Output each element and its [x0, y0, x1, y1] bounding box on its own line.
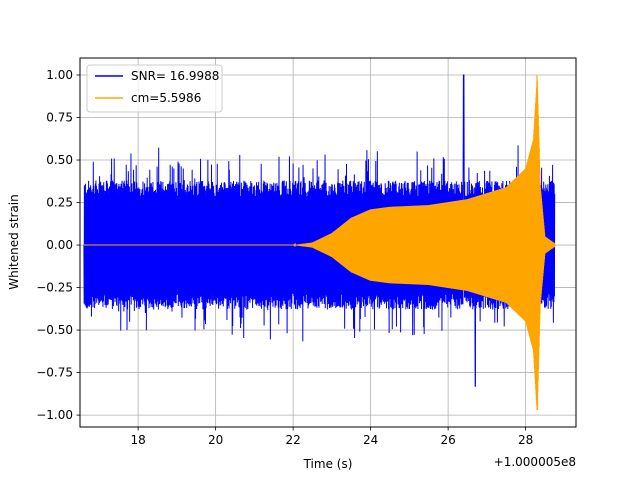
x-axis-label: Time (s) [303, 457, 353, 471]
y-tick-label: 1.00 [46, 68, 73, 82]
y-tick-label: 0.75 [46, 111, 73, 125]
plot-area [83, 74, 556, 411]
x-tick-label: 20 [208, 433, 223, 447]
y-tick-label: −1.00 [36, 408, 73, 422]
x-offset-label: +1.000005e8 [494, 455, 576, 469]
legend: SNR= 16.9988 cm=5.5986 [86, 64, 223, 113]
series-line-cm [83, 74, 556, 411]
y-tick-label: −0.25 [36, 281, 73, 295]
x-tick-label: 22 [285, 433, 300, 447]
x-tick-label: 24 [363, 433, 378, 447]
y-tick-label: −0.75 [36, 366, 73, 380]
series-line-snr [83, 74, 556, 387]
y-tick-label: 0.00 [46, 238, 73, 252]
plot-frame [79, 57, 577, 428]
y-tick-label: 0.25 [46, 196, 73, 210]
x-tick-label: 18 [130, 433, 145, 447]
legend-entry-cm: cm=5.5986 [131, 91, 201, 105]
x-axis: 18 20 22 24 26 28 [130, 427, 533, 447]
y-tick-label: 0.50 [46, 153, 73, 167]
y-axis-label: Whitened strain [7, 194, 21, 290]
y-axis: −1.00 −0.75 −0.50 −0.25 0.00 0.25 0.50 0.75 1.00 [36, 68, 80, 422]
x-tick-label: 28 [518, 433, 533, 447]
legend-entry-snr: SNR= 16.9988 [131, 69, 219, 83]
y-tick-label: −0.50 [36, 323, 73, 337]
x-tick-label: 26 [440, 433, 455, 447]
